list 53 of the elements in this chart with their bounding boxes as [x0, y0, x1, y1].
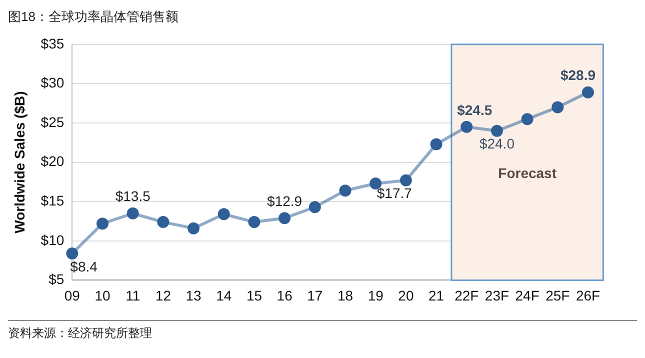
point	[490, 124, 503, 137]
data-label: $28.9	[560, 67, 596, 84]
point	[582, 86, 594, 98]
y-tick-label: $5	[48, 271, 64, 288]
text: 资料来源：经济研究所整理	[8, 325, 153, 342]
point	[308, 201, 321, 214]
x-tick-label: 25F	[546, 287, 570, 304]
y-axis-title: Worldwide Sales ($B)	[11, 91, 28, 234]
x-tick-label: 09	[64, 287, 80, 304]
y-tick-label: $30	[40, 74, 64, 91]
x-tick-label: 18	[337, 287, 354, 304]
point	[552, 101, 564, 114]
x-tick-label: 10	[94, 287, 110, 304]
x-tick-label: 16	[276, 287, 293, 304]
point	[66, 247, 78, 260]
x-tick-label: 17	[307, 287, 323, 304]
band-label: Forecast	[498, 164, 557, 181]
point	[188, 222, 200, 234]
x-tick-label: 20	[398, 287, 414, 304]
x-tick-label: 15	[246, 287, 262, 304]
data-label: $17.7	[376, 185, 412, 202]
x-tick-label: 24F	[515, 287, 540, 304]
data-label: $24.0	[479, 136, 515, 152]
y-tick-label: $35	[40, 35, 64, 52]
point	[400, 174, 412, 186]
point	[430, 138, 442, 150]
y-tick-label: $25	[40, 114, 64, 130]
point	[126, 207, 139, 220]
data-label: $13.5	[115, 188, 151, 204]
data-label: $8.4	[70, 258, 98, 274]
y-tick-label: $20	[40, 153, 64, 170]
x-tick-label: 23F	[484, 287, 510, 304]
point	[339, 184, 352, 197]
point	[460, 120, 473, 133]
x-tick-label: 19	[368, 287, 384, 304]
point	[278, 212, 291, 224]
x-tick-label: 21	[428, 287, 444, 304]
y-tick-label: $15	[40, 192, 64, 208]
y-tick-label: $10	[40, 232, 64, 248]
x-tick-label: 14	[216, 287, 232, 304]
data-label: $24.5	[457, 102, 492, 118]
point	[521, 113, 534, 126]
x-tick-label: 13	[186, 287, 202, 304]
point	[248, 216, 260, 228]
point	[218, 208, 230, 220]
x-tick-label: 22F	[454, 287, 479, 304]
chart-title: 图18：全球功率晶体管销售额	[8, 8, 180, 26]
point	[96, 218, 108, 230]
x-tick-label: 11	[126, 287, 140, 304]
x-tick-label: 12	[155, 287, 172, 304]
x-tick-label: 26F	[576, 287, 600, 304]
data-label: $12.9	[267, 192, 302, 209]
point	[157, 216, 170, 228]
